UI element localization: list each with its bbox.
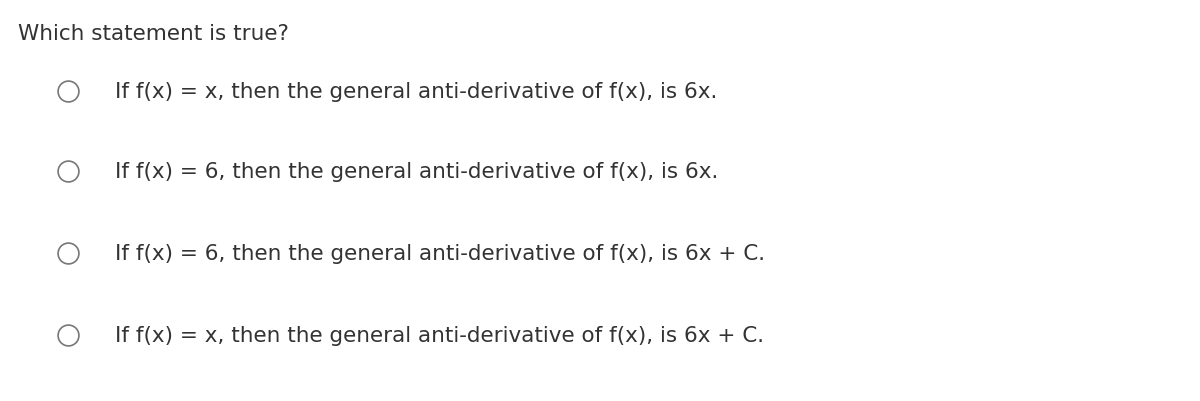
Text: If f(x) = 6, then the general anti-derivative of f(x), is 6x + C.: If f(x) = 6, then the general anti-deriv…	[115, 243, 766, 263]
Text: If f(x) = x, then the general anti-derivative of f(x), is 6x + C.: If f(x) = x, then the general anti-deriv…	[115, 325, 764, 345]
Text: If f(x) = x, then the general anti-derivative of f(x), is 6x.: If f(x) = x, then the general anti-deriv…	[115, 82, 718, 102]
Text: If f(x) = 6, then the general anti-derivative of f(x), is 6x.: If f(x) = 6, then the general anti-deriv…	[115, 162, 719, 182]
Text: Which statement is true?: Which statement is true?	[18, 24, 289, 44]
